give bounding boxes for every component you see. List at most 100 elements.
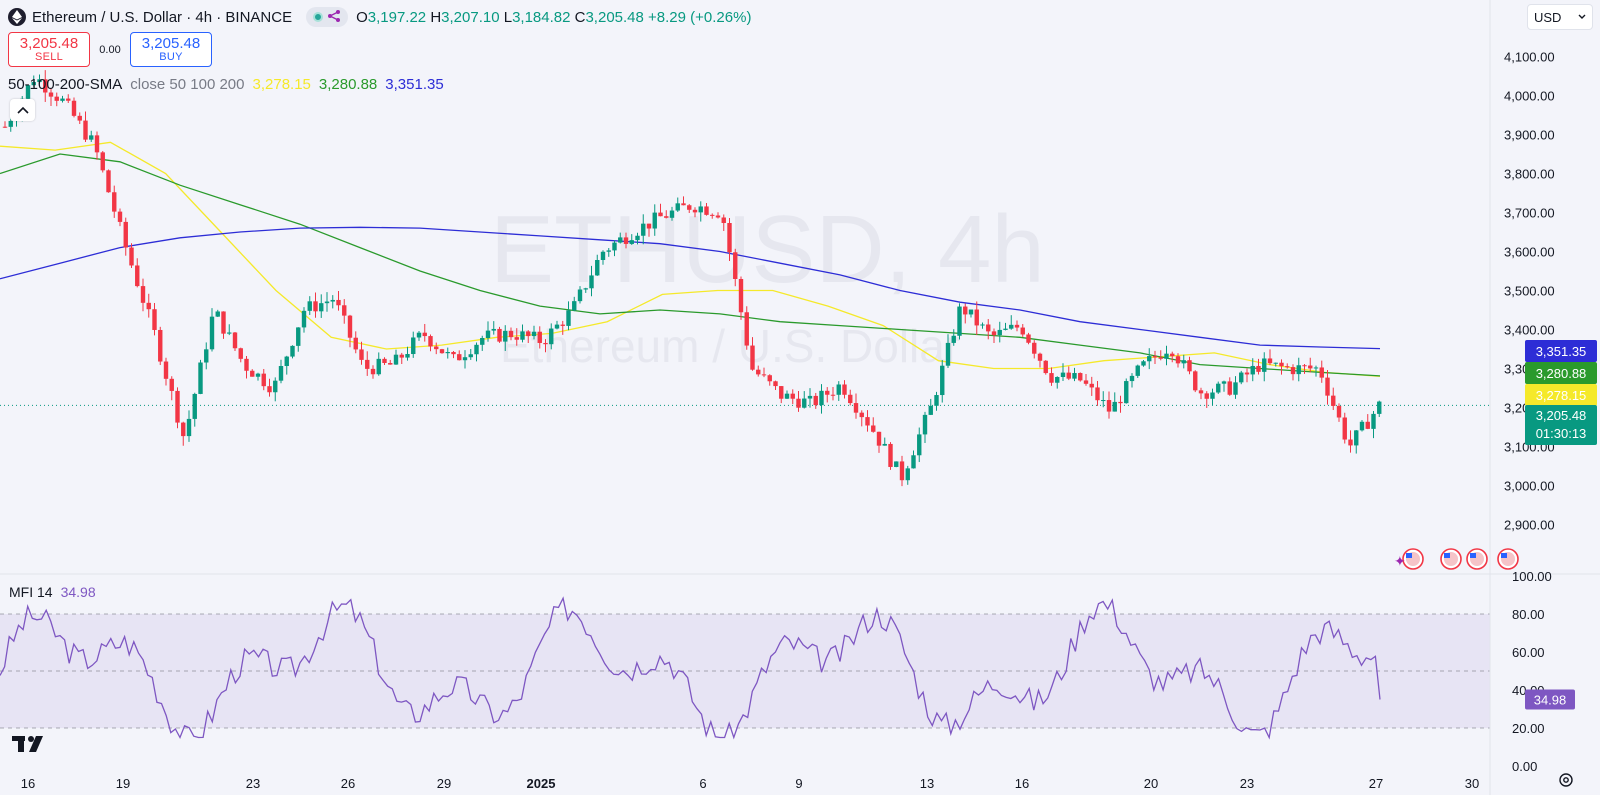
share-icon[interactable] <box>327 9 341 26</box>
sma50-axis-label: 3,278.15 <box>1525 384 1597 406</box>
candle <box>31 75 36 87</box>
candle <box>1101 391 1106 408</box>
candle <box>169 376 174 401</box>
candle <box>324 292 330 312</box>
candle <box>284 355 289 375</box>
candle <box>623 232 629 249</box>
candle <box>1250 358 1255 382</box>
candle <box>1193 370 1198 393</box>
price-tick: 3,000.00 <box>1504 479 1555 494</box>
sma50-value: 3,278.15 <box>252 76 311 93</box>
candle <box>37 74 42 84</box>
candle <box>1290 364 1296 381</box>
us-flag-event-icon[interactable] <box>1466 548 1488 570</box>
candle <box>618 232 623 244</box>
mfi-tick: 60.00 <box>1512 645 1545 660</box>
us-flag-event-icon[interactable] <box>1497 548 1519 570</box>
candle <box>1198 387 1204 400</box>
spread-value: 0.00 <box>99 43 121 56</box>
candle <box>819 384 824 414</box>
gear-icon[interactable] <box>1558 772 1574 793</box>
candle <box>773 380 778 390</box>
time-tick: 27 <box>1369 776 1383 791</box>
mfi-tick: 20.00 <box>1512 721 1545 736</box>
economic-events[interactable]: ✦ <box>1394 548 1519 570</box>
sell-label: SELL <box>34 50 64 63</box>
candle <box>54 92 59 107</box>
sma-name: 50-100-200-SMA <box>8 76 123 93</box>
candle <box>1348 430 1353 453</box>
candle <box>411 331 416 358</box>
sma-legend[interactable]: 50-100-200-SMA close 50 100 200 3,278.15… <box>8 76 444 93</box>
time-tick: 23 <box>246 776 260 791</box>
candle <box>117 208 123 227</box>
candle <box>744 306 749 350</box>
sparkle-icon[interactable]: ✦ <box>1394 553 1406 569</box>
time-tick: 16 <box>21 776 35 791</box>
candle <box>692 207 698 218</box>
candle <box>1135 364 1140 378</box>
candle <box>853 393 859 419</box>
candle <box>796 391 801 412</box>
candle <box>974 301 979 336</box>
candle <box>1273 362 1278 367</box>
time-axis[interactable]: 16 19 23 26 29 2025 6 9 13 16 20 23 27 30 <box>21 776 1479 791</box>
candle <box>1302 363 1307 374</box>
candle <box>658 203 663 217</box>
candle <box>652 204 657 236</box>
candle <box>359 341 364 365</box>
time-tick: 29 <box>437 776 451 791</box>
candle <box>232 331 238 351</box>
candles <box>2 70 1382 487</box>
us-flag-event-icon[interactable] <box>1402 548 1424 570</box>
candle <box>2 121 8 128</box>
candle <box>1026 332 1031 345</box>
price-axis[interactable]: 4,100.00 4,000.00 3,900.00 3,800.00 3,700.00… <box>1489 0 1555 795</box>
currency-select[interactable]: USD <box>1527 4 1593 30</box>
chevron-down-icon <box>1578 14 1586 19</box>
candle <box>1308 357 1313 373</box>
market-open-icon <box>313 12 324 22</box>
candle <box>715 212 721 219</box>
collapse-legend-button[interactable] <box>10 99 35 121</box>
candle <box>1147 348 1152 370</box>
ethereum-icon <box>8 8 26 26</box>
sma-params: close 50 100 200 <box>130 76 245 93</box>
candle <box>641 214 646 245</box>
candle <box>1359 420 1365 432</box>
buy-button[interactable]: 3,205.48 BUY <box>130 32 212 67</box>
candle <box>710 213 715 219</box>
candle <box>129 243 134 269</box>
mfi-pane <box>0 596 1490 740</box>
candle <box>204 342 209 370</box>
sell-button[interactable]: 3,205.48 SELL <box>8 32 90 67</box>
candle <box>480 335 485 351</box>
market-status-pill[interactable] <box>306 7 349 27</box>
symbol-title[interactable]: Ethereum / U.S. Dollar · 4h · BINANCE <box>32 8 293 26</box>
mfi-name: MFI 14 <box>9 584 53 600</box>
candle <box>405 346 410 361</box>
candle <box>589 265 594 297</box>
candle <box>238 347 243 363</box>
candle <box>112 185 117 218</box>
candle <box>273 377 278 402</box>
tradingview-logo[interactable] <box>12 734 48 759</box>
mfi-legend[interactable]: MFI 14 34.98 <box>9 584 96 600</box>
candle <box>940 360 945 403</box>
watermark: ETHUSD, 4h Ethereum / U.S. Dollar <box>490 196 1045 372</box>
watermark-symbol: ETHUSD, 4h <box>490 196 1045 303</box>
candle <box>146 293 151 318</box>
candle <box>376 352 381 376</box>
us-flag-event-icon[interactable] <box>1440 548 1462 570</box>
candle <box>1204 391 1209 408</box>
candle <box>393 349 399 365</box>
candle <box>434 342 439 355</box>
candle <box>319 294 324 318</box>
candle <box>290 345 295 359</box>
price-change: +8.29 (+0.26%) <box>648 8 752 26</box>
candle <box>462 350 468 369</box>
mfi-line <box>0 596 1381 740</box>
candle <box>227 324 232 336</box>
